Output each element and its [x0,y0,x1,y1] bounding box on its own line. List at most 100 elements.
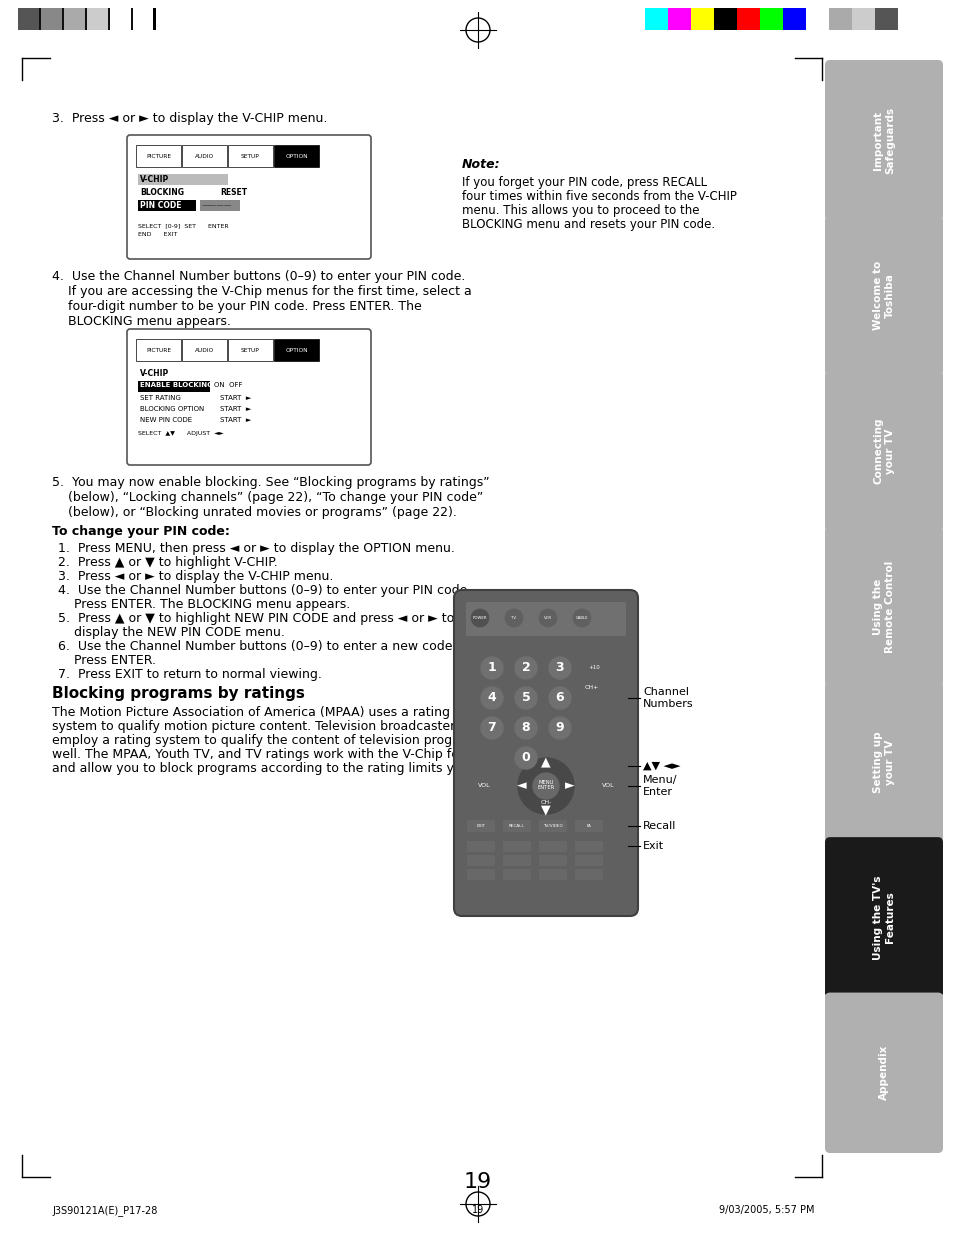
Circle shape [548,656,571,679]
Text: 5.  You may now enable blocking. See “Blocking programs by ratings”: 5. You may now enable blocking. See “Blo… [52,476,489,489]
Bar [145,7,152,30]
Bar [805,7,828,30]
Text: CH-: CH- [539,801,551,806]
Text: 1: 1 [487,661,496,675]
Text: four times within five seconds from the V-CHIP: four times within five seconds from the … [461,190,736,204]
Text: ————: ———— [202,201,233,210]
Bar [874,7,897,30]
Circle shape [548,687,571,710]
Text: ▲: ▲ [540,755,550,769]
Circle shape [480,656,502,679]
Text: CABLE: CABLE [575,616,588,619]
Text: 3.  Press ◄ or ► to display the V-CHIP menu.: 3. Press ◄ or ► to display the V-CHIP me… [58,570,333,582]
Circle shape [471,610,489,627]
Bar [138,174,228,185]
Text: VOL: VOL [601,784,614,789]
FancyBboxPatch shape [824,681,942,842]
FancyBboxPatch shape [538,855,566,866]
Text: PICTURE: PICTURE [146,153,171,158]
Text: Exit: Exit [642,842,663,851]
FancyBboxPatch shape [502,842,531,851]
Text: SELECT  [0-9]  SET      ENTER: SELECT [0-9] SET ENTER [138,223,229,228]
Circle shape [573,610,590,627]
FancyBboxPatch shape [824,216,942,376]
Bar [782,7,805,30]
Bar [18,7,39,30]
FancyBboxPatch shape [538,821,566,832]
Bar [136,146,181,167]
FancyBboxPatch shape [824,60,942,221]
Text: Press ENTER. The BLOCKING menu appears.: Press ENTER. The BLOCKING menu appears. [58,598,350,611]
Circle shape [480,687,502,710]
Bar [18,7,132,30]
Bar [228,146,273,167]
FancyBboxPatch shape [502,855,531,866]
FancyBboxPatch shape [467,869,495,880]
Bar [644,7,667,30]
Text: AUDIO: AUDIO [194,153,213,158]
Text: START  ►: START ► [220,395,251,401]
Text: Setting up
your TV: Setting up your TV [872,731,894,792]
Text: well. The MPAA, Youth TV, and TV ratings work with the V-Chip feature: well. The MPAA, Youth TV, and TV ratings… [52,748,492,761]
Text: 19: 19 [472,1204,483,1215]
Text: SET RATING: SET RATING [140,395,181,401]
Text: Welcome to
Toshiba: Welcome to Toshiba [872,262,894,331]
Bar [136,339,181,362]
FancyBboxPatch shape [575,855,602,866]
Text: END      EXIT: END EXIT [138,232,177,237]
Text: RESET: RESET [220,188,247,197]
Text: 1.  Press MENU, then press ◄ or ► to display the OPTION menu.: 1. Press MENU, then press ◄ or ► to disp… [58,542,455,555]
Text: display the NEW PIN CODE menu.: display the NEW PIN CODE menu. [58,626,285,639]
Text: MENU
ENTER: MENU ENTER [537,780,554,791]
Text: EXIT: EXIT [476,824,485,828]
Text: SETUP: SETUP [241,153,259,158]
FancyBboxPatch shape [824,526,942,686]
FancyBboxPatch shape [467,855,495,866]
FancyBboxPatch shape [538,869,566,880]
Text: FA: FA [586,824,591,828]
Text: VOL: VOL [477,784,490,789]
Text: employ a rating system to qualify the content of television programs, as: employ a rating system to qualify the co… [52,734,505,747]
FancyBboxPatch shape [575,869,602,880]
Text: Recall: Recall [642,821,676,830]
Circle shape [548,717,571,739]
Text: Press ENTER.: Press ENTER. [58,654,156,668]
Text: NEW PIN CODE: NEW PIN CODE [140,417,192,423]
Text: SELECT  ▲▼      ADJUST  ◄►: SELECT ▲▼ ADJUST ◄► [138,431,223,436]
Text: BLOCKING menu and resets your PIN code.: BLOCKING menu and resets your PIN code. [461,218,715,231]
Text: 3: 3 [555,661,564,675]
Bar [737,7,760,30]
Bar [690,7,713,30]
Bar [228,339,273,362]
Text: ▲▼ ◄►: ▲▼ ◄► [642,761,679,771]
Text: If you forget your PIN code, press RECALL: If you forget your PIN code, press RECAL… [461,176,706,189]
Circle shape [515,656,537,679]
Circle shape [480,717,502,739]
Text: 5.  Press ▲ or ▼ to highlight NEW PIN CODE and press ◄ or ► to: 5. Press ▲ or ▼ to highlight NEW PIN COD… [58,612,454,624]
Text: START  ►: START ► [220,406,251,412]
Bar [713,7,737,30]
FancyBboxPatch shape [502,821,531,832]
Text: 6: 6 [555,691,564,705]
Text: Menu/
Enter: Menu/ Enter [642,775,677,797]
Text: Using the
Remote Control: Using the Remote Control [872,560,894,653]
Text: menu. This allows you to proceed to the: menu. This allows you to proceed to the [461,204,699,217]
Circle shape [515,747,537,769]
Text: system to qualify motion picture content. Television broadcasters: system to qualify motion picture content… [52,719,461,733]
Text: 9/03/2005, 5:57 PM: 9/03/2005, 5:57 PM [719,1204,814,1215]
Text: Appendix: Appendix [878,1045,888,1101]
Bar [138,200,195,211]
Bar [152,7,156,30]
Text: V-CHIP: V-CHIP [140,175,169,184]
Text: V-CHIP: V-CHIP [140,369,169,378]
FancyBboxPatch shape [575,842,602,851]
Text: START  ►: START ► [220,417,251,423]
FancyBboxPatch shape [824,992,942,1153]
Text: ►: ► [564,780,575,792]
Text: BLOCKING: BLOCKING [140,188,184,197]
Text: (below), or “Blocking unrated movies or programs” (page 22).: (below), or “Blocking unrated movies or … [52,506,456,520]
Text: VCR: VCR [543,616,552,619]
Text: CH+: CH+ [584,686,598,691]
Text: and allow you to block programs according to the rating limits you set.: and allow you to block programs accordin… [52,763,496,775]
Text: 8: 8 [521,722,530,734]
